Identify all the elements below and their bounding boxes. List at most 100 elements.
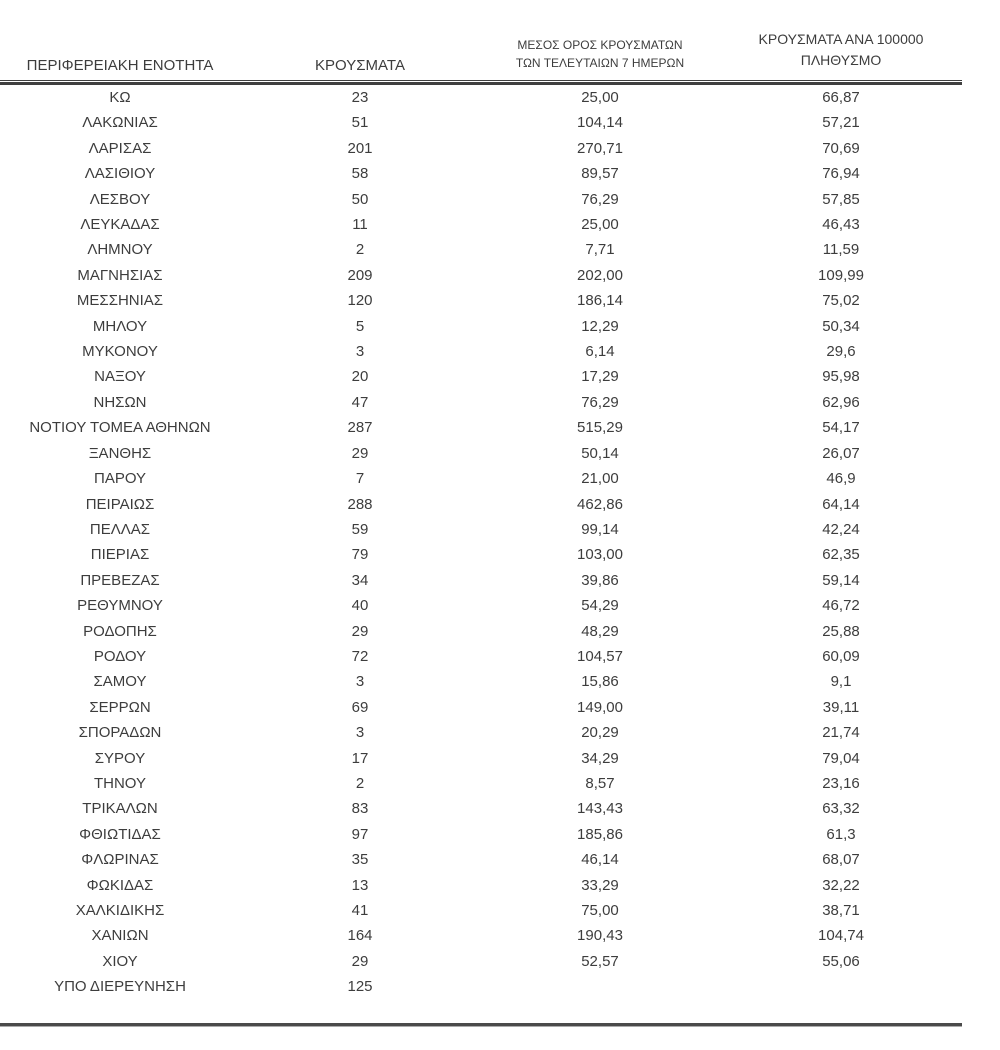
table-row: ΣΑΜΟΥ 3 15,86 9,1 (0, 669, 962, 694)
avg7-value: 20,29 (581, 724, 619, 742)
avg7-value: 25,00 (581, 216, 619, 234)
table-row: ΡΕΘΥΜΝΟΥ 40 54,29 46,72 (0, 593, 962, 618)
per100k-value: 59,14 (822, 571, 860, 589)
table-row: ΡΟΔΟΠΗΣ 29 48,29 25,88 (0, 619, 962, 644)
table-row: ΛΗΜΝΟΥ 2 7,71 11,59 (0, 237, 962, 262)
cases-value: 34 (351, 571, 369, 589)
avg7-value: 54,29 (581, 597, 619, 615)
avg7-value: 7,71 (585, 241, 615, 259)
cases-value: 201 (347, 139, 373, 157)
cases-value: 5 (355, 317, 365, 335)
region-name: ΤΗΝΟΥ (93, 774, 147, 792)
per100k-value: 64,14 (822, 495, 860, 513)
region-name: ΠΕΛΛΑΣ (89, 520, 151, 538)
per100k-value: 63,32 (822, 800, 860, 818)
avg7-value: 75,00 (581, 902, 619, 919)
avg7-value: 48,29 (581, 622, 619, 640)
cases-value: 164 (347, 927, 373, 945)
per100k-value: 29,6 (826, 343, 856, 361)
cases-value: 209 (347, 266, 373, 284)
table-row: ΛΕΥΚΑΔΑΣ 11 25,00 46,43 (0, 212, 962, 237)
per100k-value: 38,71 (822, 902, 860, 919)
avg7-value: 17,29 (581, 368, 619, 386)
per100k-value: 46,72 (822, 597, 860, 615)
avg7-value: 46,14 (581, 851, 619, 869)
avg7-value: 186,14 (577, 292, 623, 310)
cases-value: 79 (351, 546, 369, 564)
col-header-per-100k: ΚΡΟΥΣΜΑΤΑ ΑΝΑ 100000 ΠΛΗΘΥΣΜΟ (758, 31, 924, 68)
table-row: ΦΘΙΩΤΙΔΑΣ 97 185,86 61,3 (0, 822, 962, 847)
per100k-value: 95,98 (822, 368, 860, 386)
table-row: ΦΩΚΙΔΑΣ 13 33,29 32,22 (0, 873, 962, 898)
per100k-value (720, 974, 962, 999)
region-name: ΠΙΕΡΙΑΣ (90, 546, 150, 564)
avg7-value: 190,43 (577, 927, 623, 945)
region-name: ΚΩ (109, 89, 131, 106)
region-name: ΡΕΘΥΜΝΟΥ (77, 597, 163, 615)
table-row: ΞΑΝΘΗΣ 29 50,14 26,07 (0, 441, 962, 466)
avg7-value (480, 974, 720, 999)
table-row: ΜΕΣΣΗΝΙΑΣ 120 186,14 75,02 (0, 288, 962, 313)
region-name: ΣΕΡΡΩΝ (89, 698, 151, 716)
avg7-value: 12,29 (581, 317, 619, 335)
region-name: ΡΟΔΟΠΗΣ (83, 622, 157, 640)
region-name: ΣΑΜΟΥ (93, 673, 147, 691)
cases-value: 3 (355, 673, 365, 691)
header-divider-rule (0, 80, 962, 85)
table-row: ΧΑΝΙΩΝ 164 190,43 104,74 (0, 923, 962, 948)
per100k-value: 42,24 (822, 520, 860, 538)
region-name: ΧΙΟΥ (102, 952, 138, 970)
cases-value: 287 (347, 419, 373, 437)
cases-value: 17 (351, 749, 369, 767)
cases-value: 40 (351, 597, 369, 615)
avg7-value: 39,86 (581, 571, 619, 589)
table-row: ΠΕΙΡΑΙΩΣ 288 462,86 64,14 (0, 492, 962, 517)
table-row: ΤΗΝΟΥ 2 8,57 23,16 (0, 771, 962, 796)
region-name: ΠΡΕΒΕΖΑΣ (80, 571, 160, 589)
region-name: ΧΑΛΚΙΔΙΚΗΣ (75, 902, 165, 919)
table-row: ΥΠΟ ΔΙΕΡΕΥΝΗΣΗ 125 (0, 974, 962, 999)
region-name: ΜΗΛΟΥ (92, 317, 148, 335)
region-name: ΡΟΔΟΥ (93, 647, 147, 665)
cases-value: 3 (355, 724, 365, 742)
cases-value: 41 (351, 902, 369, 919)
cases-value: 23 (351, 89, 369, 106)
region-name: ΝΗΣΩΝ (93, 393, 147, 411)
col-header-avg-7day: ΜΕΣΟΣ ΟΡΟΣ ΚΡΟΥΣΜΑΤΩΝ ΤΩΝ ΤΕΛΕΥΤΑΙΩΝ 7 Η… (515, 38, 685, 70)
cases-value: 97 (351, 825, 369, 843)
table-row: ΧΑΛΚΙΔΙΚΗΣ 41 75,00 38,71 (0, 898, 962, 923)
avg7-value: 50,14 (581, 444, 619, 462)
table-row: ΠΙΕΡΙΑΣ 79 103,00 62,35 (0, 542, 962, 567)
avg7-value: 462,86 (577, 495, 623, 513)
region-name: ΜΥΚΟΝΟΥ (82, 343, 158, 361)
per100k-value: 46,9 (826, 470, 856, 488)
region-name: ΣΥΡΟΥ (94, 749, 146, 767)
per100k-value: 54,17 (822, 419, 860, 437)
region-name: ΝΟΤΙΟΥ ΤΟΜΕΑ ΑΘΗΝΩΝ (29, 419, 211, 437)
region-name: ΛΑΡΙΣΑΣ (88, 139, 152, 157)
per100k-value: 11,59 (822, 241, 860, 259)
avg7-value: 21,00 (581, 470, 619, 488)
region-name: ΞΑΝΘΗΣ (88, 444, 152, 462)
cases-value: 47 (351, 393, 369, 411)
region-name: ΛΕΥΚΑΔΑΣ (80, 216, 160, 234)
region-name: ΤΡΙΚΑΛΩΝ (82, 800, 158, 818)
table-row: ΧΙΟΥ 29 52,57 55,06 (0, 949, 962, 974)
avg7-value: 6,14 (585, 343, 615, 361)
table-row: ΛΑΡΙΣΑΣ 201 270,71 70,69 (0, 136, 962, 161)
per100k-value: 75,02 (822, 292, 860, 310)
region-name: ΠΑΡΟΥ (93, 470, 147, 488)
cases-value: 35 (351, 851, 369, 869)
per100k-value: 62,35 (822, 546, 860, 564)
per100k-value: 104,74 (818, 927, 864, 945)
per100k-value: 66,87 (822, 89, 860, 106)
cases-value: 69 (351, 698, 369, 716)
table-row: ΝΑΞΟΥ 20 17,29 95,98 (0, 364, 962, 389)
per100k-value: 57,21 (822, 114, 860, 132)
avg7-value: 76,29 (581, 393, 619, 411)
table-header-row: ΠΕΡΙΦΕΡΕΙΑΚΗ ΕΝΟΤΗΤΑ ΚΡΟΥΣΜΑΤΑ ΜΕΣΟΣ ΟΡΟ… (0, 0, 962, 85)
cases-value: 83 (351, 800, 369, 818)
region-name: ΜΕΣΣΗΝΙΑΣ (76, 292, 164, 310)
per100k-value: 68,07 (822, 851, 860, 869)
